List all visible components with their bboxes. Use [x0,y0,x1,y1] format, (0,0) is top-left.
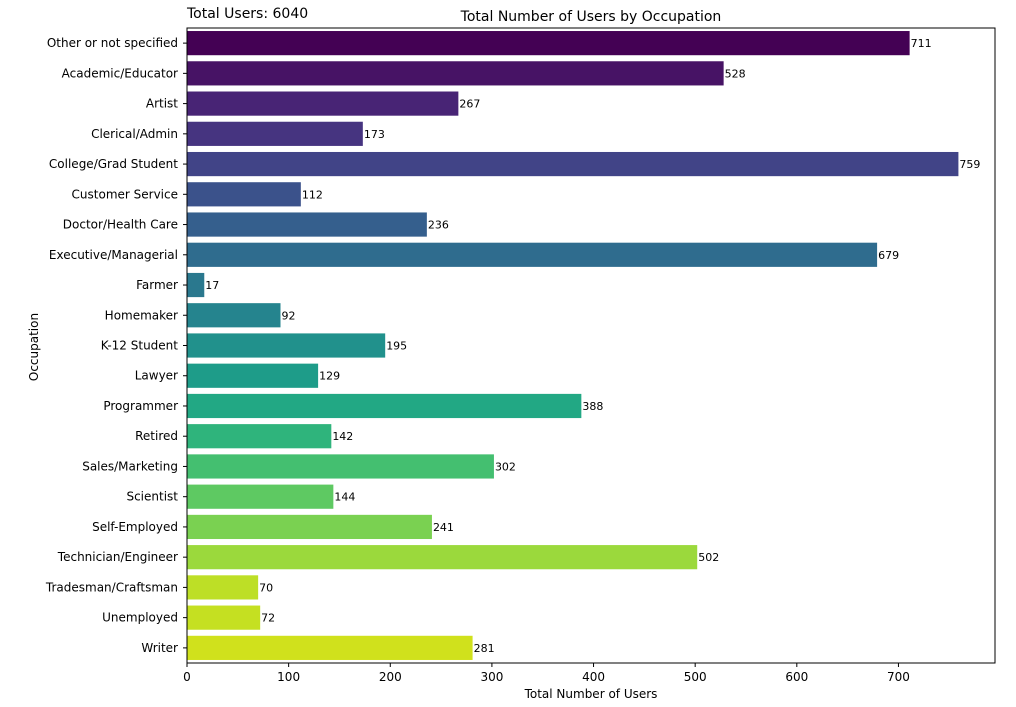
data-label-retired: 142 [332,430,353,443]
data-label-farmer: 17 [205,279,219,292]
data-label-doctor-health-care: 236 [428,219,449,232]
y-tick-label-retired: Retired [135,429,178,443]
y-tick-label-k-12-student: K-12 Student [101,339,179,353]
data-label-unemployed: 72 [261,612,275,625]
bar-executive-managerial [187,242,878,267]
total-users-annotation: Total Users: 6040 [186,6,308,22]
y-tick-label-tradesman-craftsman: Tradesman/Craftsman [45,580,178,594]
y-tick-label-customer-service: Customer Service [72,187,178,201]
x-tick-label-100: 100 [277,670,300,684]
data-label-programmer: 388 [582,400,603,413]
plot-frame [186,27,996,664]
y-tick-label-self-employed: Self-Employed [92,520,178,534]
data-label-other-or-not-specified: 711 [911,37,932,50]
bar-lawyer [187,363,319,388]
bar-technician-engineer [187,545,698,570]
bar-writer [187,635,473,660]
data-label-college-grad-student: 759 [959,158,980,171]
x-tick-label-0: 0 [183,670,191,684]
data-label-academic-educator: 528 [725,67,746,80]
y-tick-label-sales-marketing: Sales/Marketing [82,459,178,473]
bar-scientist [187,484,334,509]
data-label-tradesman-craftsman: 70 [259,581,273,594]
data-label-lawyer: 129 [319,370,340,383]
bar-homemaker [187,303,281,328]
x-tick-label-500: 500 [684,670,707,684]
y-tick-label-other-or-not-specified: Other or not specified [47,36,178,50]
data-label-sales-marketing: 302 [495,460,516,473]
bar-programmer [187,393,582,419]
y-tick-label-writer: Writer [141,641,178,655]
x-axis-title: Total Number of Users [524,687,658,701]
bars-group [187,31,959,660]
data-label-homemaker: 92 [282,309,296,322]
y-tick-label-executive-managerial: Executive/Managerial [49,248,178,262]
bar-k-12-student [187,333,386,358]
y-tick-label-doctor-health-care: Doctor/Health Care [63,218,178,232]
data-label-writer: 281 [474,642,495,655]
y-axis-title: Occupation [27,313,41,381]
x-tick-label-400: 400 [582,670,605,684]
data-label-self-employed: 241 [433,521,454,534]
y-tick-label-artist: Artist [146,97,178,111]
bar-academic-educator [187,61,724,86]
y-tick-label-college-grad-student: College/Grad Student [49,157,178,171]
y-tick-label-programmer: Programmer [103,399,178,413]
bar-sales-marketing [187,454,494,479]
bar-farmer [187,272,205,298]
bar-self-employed [187,514,432,540]
bar-other-or-not-specified [187,31,910,56]
data-label-executive-managerial: 679 [878,249,899,262]
bar-tradesman-craftsman [187,575,259,600]
y-tick-label-scientist: Scientist [126,490,178,504]
bar-customer-service [187,182,301,207]
y-tick-label-farmer: Farmer [136,278,178,292]
y-tick-label-technician-engineer: Technician/Engineer [57,550,178,564]
y-tick-label-clerical-admin: Clerical/Admin [91,127,178,141]
bar-unemployed [187,605,261,630]
y-tick-label-lawyer: Lawyer [135,369,178,383]
y-tick-label-homemaker: Homemaker [105,308,178,322]
y-tick-label-academic-educator: Academic/Educator [62,66,178,80]
data-label-k-12-student: 195 [386,340,407,353]
bar-doctor-health-care [187,212,427,237]
data-label-technician-engineer: 502 [698,551,719,564]
x-tick-label-200: 200 [379,670,402,684]
bar-clerical-admin [187,121,363,146]
data-labels: 711 528 267 173 759 112 236 679 17 92 195 129 388 142… [205,37,980,655]
x-tick-label-700: 700 [887,670,910,684]
x-tick-label-300: 300 [480,670,503,684]
x-tick-label-600: 600 [785,670,808,684]
data-label-scientist: 144 [334,491,355,504]
y-tick-label-unemployed: Unemployed [102,611,178,625]
bar-college-grad-student [187,151,959,177]
x-axis-ticks: 0 100 200 300 400 500 600 700 [183,663,910,684]
chart-title: Total Number of Users by Occupation [460,9,722,25]
data-label-customer-service: 112 [302,188,323,201]
y-tick-labels: Other or not specified Academic/Educator A… [45,36,187,655]
data-label-clerical-admin: 173 [364,128,385,141]
data-label-artist: 267 [459,98,480,111]
bar-retired [187,424,332,449]
bar-artist [187,91,459,116]
